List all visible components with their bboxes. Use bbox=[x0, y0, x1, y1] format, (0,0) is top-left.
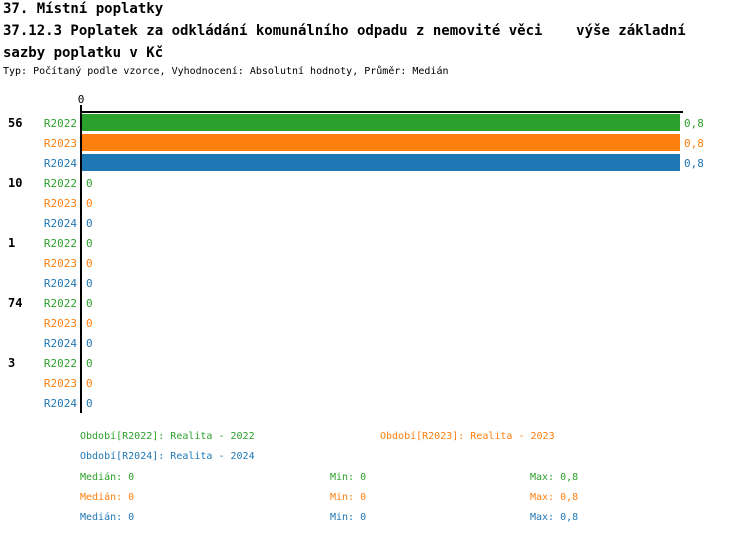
chart-row: R2023 0 bbox=[0, 193, 750, 213]
zero-tick-label: 0 bbox=[77, 93, 85, 106]
chart-row: R2023 0 bbox=[0, 373, 750, 393]
legend-max-label-r2022: Max: 0,8 bbox=[530, 472, 579, 483]
series-label-r2022: R2022 bbox=[43, 117, 77, 130]
chart-row: 1 R2022 0 bbox=[0, 233, 750, 253]
bar-value-label: 0,8 bbox=[684, 117, 704, 130]
report-title-line3: sazby poplatku v Kč bbox=[3, 45, 164, 61]
bar-r2024 bbox=[82, 154, 680, 171]
bar-value-label: 0 bbox=[86, 297, 93, 310]
chart-row: 74 R2022 0 bbox=[0, 293, 750, 313]
legend-min-label-r2024: Min: 0 bbox=[330, 512, 367, 523]
legend-min-label-r2022: Min: 0 bbox=[330, 472, 367, 483]
chart-row: R2024 0 bbox=[0, 393, 750, 413]
bar-r2022 bbox=[82, 114, 680, 131]
report-meta-line: Typ: Počítaný podle vzorce, Vyhodnocení:… bbox=[3, 66, 449, 77]
legend-median-label-r2022: Medián: 0 bbox=[80, 472, 135, 483]
chart-row: 10 R2022 0 bbox=[0, 173, 750, 193]
chart-row: R2024 0 bbox=[0, 273, 750, 293]
series-label-r2023: R2023 bbox=[43, 137, 77, 150]
legend-period-label-r2023: Období[R2023]: Realita - 2023 bbox=[380, 431, 555, 442]
legend-min-label-r2023: Min: 0 bbox=[330, 492, 367, 503]
legend-max-label-r2023: Max: 0,8 bbox=[530, 492, 579, 503]
report-title-line2: 37.12.3 Poplatek za odkládání komunálníh… bbox=[3, 23, 686, 39]
series-label-r2023: R2023 bbox=[43, 197, 77, 210]
bar-value-label: 0 bbox=[86, 197, 93, 210]
category-label: 74 bbox=[8, 296, 23, 310]
legend-max-label-r2024: Max: 0,8 bbox=[530, 512, 579, 523]
series-label-r2024: R2024 bbox=[43, 277, 77, 290]
bar-value-label: 0 bbox=[86, 377, 93, 390]
legend-period-label-r2024: Období[R2024]: Realita - 2024 bbox=[80, 451, 255, 462]
series-label-r2024: R2024 bbox=[43, 337, 77, 350]
chart-row: R2024 0 bbox=[0, 333, 750, 353]
bar-value-label: 0 bbox=[86, 337, 93, 350]
y-axis-line bbox=[80, 105, 82, 413]
category-label: 56 bbox=[8, 116, 23, 130]
bar-value-label: 0 bbox=[86, 177, 93, 190]
legend-median-label-r2024: Medián: 0 bbox=[80, 512, 135, 523]
bar-r2023 bbox=[82, 134, 680, 151]
series-label-r2023: R2023 bbox=[43, 377, 77, 390]
bar-value-label: 0 bbox=[86, 357, 93, 370]
chart-row: 56 R2022 0,8 bbox=[0, 113, 750, 133]
chart-row: R2023 0,8 bbox=[0, 133, 750, 153]
chart-row: R2023 0 bbox=[0, 253, 750, 273]
category-label: 3 bbox=[8, 356, 16, 370]
chart-row: R2024 0,8 bbox=[0, 153, 750, 173]
series-label-r2022: R2022 bbox=[43, 297, 77, 310]
chart-row: 3 R2022 0 bbox=[0, 353, 750, 373]
series-label-r2022: R2022 bbox=[43, 237, 77, 250]
chart-row: R2024 0 bbox=[0, 213, 750, 233]
legend-median-label-r2023: Medián: 0 bbox=[80, 492, 135, 503]
bar-value-label: 0 bbox=[86, 217, 93, 230]
bar-value-label: 0 bbox=[86, 397, 93, 410]
bar-value-label: 0 bbox=[86, 237, 93, 250]
bar-value-label: 0 bbox=[86, 317, 93, 330]
series-label-r2024: R2024 bbox=[43, 397, 77, 410]
report-title-line1: 37. Místní poplatky bbox=[3, 1, 164, 17]
x-axis-line bbox=[80, 111, 683, 113]
series-label-r2023: R2023 bbox=[43, 257, 77, 270]
series-label-r2022: R2022 bbox=[43, 177, 77, 190]
series-label-r2022: R2022 bbox=[43, 357, 77, 370]
series-label-r2024: R2024 bbox=[43, 217, 77, 230]
series-label-r2024: R2024 bbox=[43, 157, 77, 170]
legend-period-label-r2022: Období[R2022]: Realita - 2022 bbox=[80, 431, 255, 442]
series-label-r2023: R2023 bbox=[43, 317, 77, 330]
category-label: 10 bbox=[8, 176, 23, 190]
bar-value-label: 0,8 bbox=[684, 137, 704, 150]
bar-value-label: 0 bbox=[86, 277, 93, 290]
category-label: 1 bbox=[8, 236, 16, 250]
bar-value-label: 0,8 bbox=[684, 157, 704, 170]
chart-row: R2023 0 bbox=[0, 313, 750, 333]
bar-value-label: 0 bbox=[86, 257, 93, 270]
